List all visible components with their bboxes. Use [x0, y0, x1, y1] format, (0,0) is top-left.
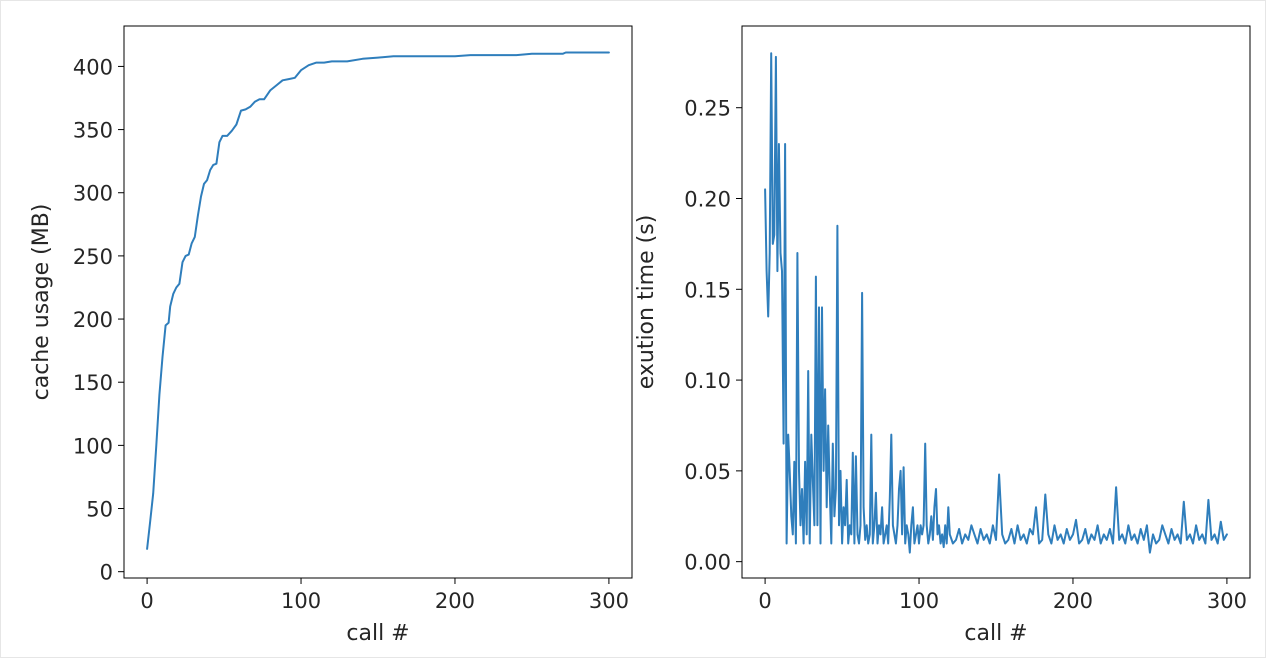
- right-y-tick-label-4: 0.20: [684, 188, 731, 212]
- right-plot-frame: [741, 25, 1251, 579]
- right-series-line: [764, 52, 1228, 554]
- left-plot-frame: [123, 25, 633, 579]
- left-x-tick-label-3: 300: [589, 589, 629, 613]
- left-y-tick-label-5: 250: [73, 245, 113, 269]
- right-x-tick-label-2: 200: [1053, 589, 1093, 613]
- right-x-tick-label-0: 0: [758, 589, 771, 613]
- left-y-tick-label-0: 0: [100, 561, 113, 585]
- left-series-line: [146, 51, 610, 550]
- left-x-tick-label-1: 100: [281, 589, 321, 613]
- right-x-tick-label-3: 300: [1207, 589, 1247, 613]
- left-y-tick-label-3: 150: [73, 371, 113, 395]
- right-y-tick-label-3: 0.15: [684, 278, 731, 302]
- left-y-tick-label-8: 400: [73, 55, 113, 79]
- right-y-tick-label-1: 0.05: [684, 460, 731, 484]
- right-x-tick-label-1: 100: [899, 589, 939, 613]
- right-y-axis-label: exution time (s): [634, 215, 659, 390]
- left-y-tick-label-4: 200: [73, 308, 113, 332]
- left-x-tick-label-2: 200: [435, 589, 475, 613]
- right-chart: 0 100 200 300 0.00 0.05 0.10 0.15 0.20 0.25 call #…: [634, 25, 1251, 646]
- left-x-axis-label: call #: [346, 621, 409, 646]
- right-x-axis-label: call #: [964, 621, 1027, 646]
- left-y-tick-label-6: 300: [73, 182, 113, 206]
- left-y-tick-label-7: 350: [73, 119, 113, 143]
- left-y-tick-label-1: 50: [86, 498, 113, 522]
- right-y-tick-label-2: 0.10: [684, 369, 731, 393]
- left-chart: 0 100 200 300 0 50 100 150 200 250 300 350 400 call #…: [29, 25, 633, 646]
- right-y-tick-label-5: 0.25: [684, 97, 731, 121]
- left-x-tick-label-0: 0: [140, 589, 153, 613]
- right-y-tick-label-0: 0.00: [684, 551, 731, 575]
- left-y-tick-label-2: 100: [73, 434, 113, 458]
- left-y-axis-label: cache usage (MB): [29, 204, 54, 401]
